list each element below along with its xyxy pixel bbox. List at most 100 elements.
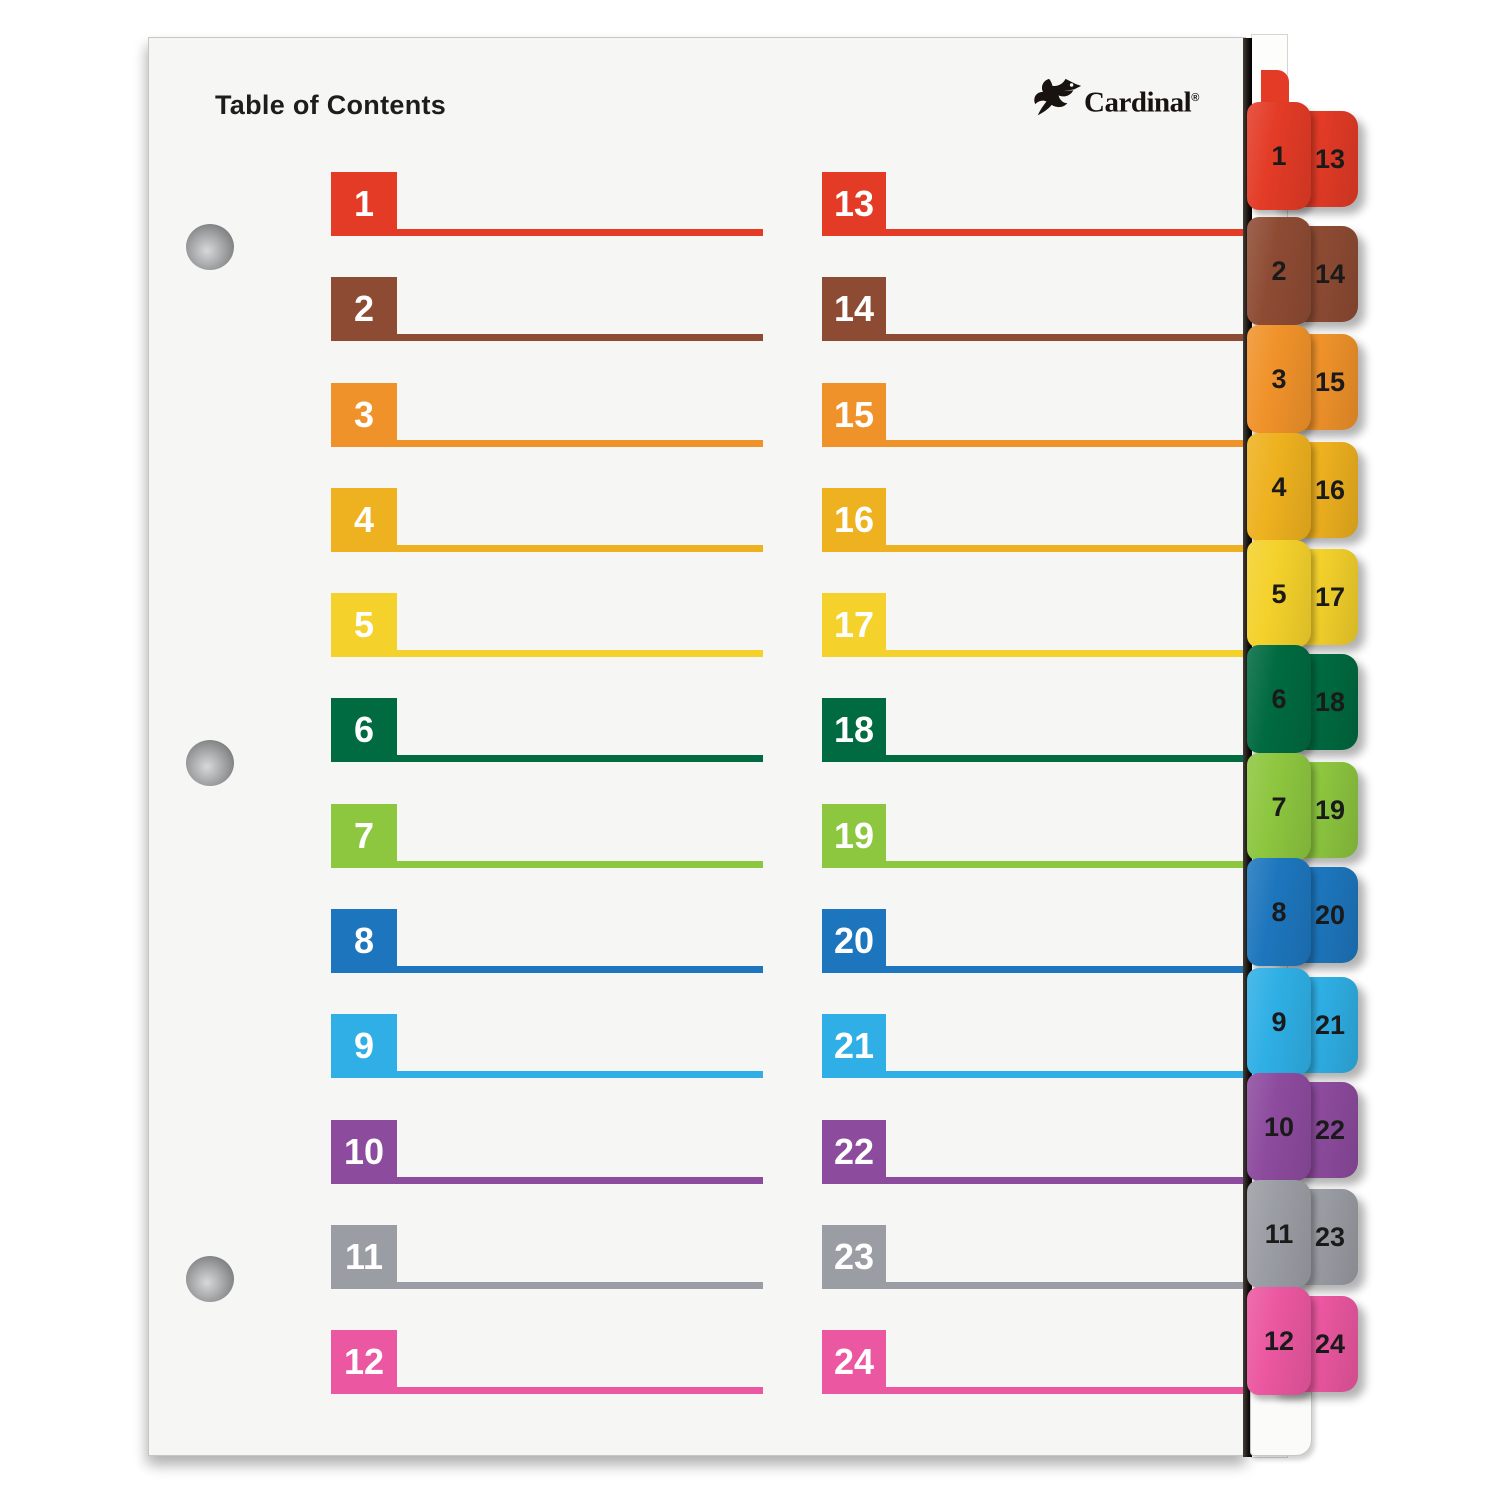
registered-mark: ®	[1191, 92, 1199, 104]
toc-entry-row: 6	[331, 698, 763, 762]
entry-rule-line	[331, 1071, 763, 1078]
entry-rule-line	[822, 1071, 1243, 1078]
entry-number-chip: 3	[331, 383, 397, 447]
entry-number-chip: 1	[331, 172, 397, 236]
tab-number-label: 22	[1314, 1114, 1345, 1145]
toc-entry-row: 8	[331, 909, 763, 973]
tab-number-label: 5	[1271, 578, 1287, 609]
entry-number-chip: 11	[331, 1225, 397, 1289]
punch-hole-bottom	[186, 1256, 234, 1302]
toc-entry-row: 9	[331, 1014, 763, 1078]
entry-number-chip: 13	[822, 172, 886, 236]
toc-entry-row: 23	[822, 1225, 1243, 1289]
toc-entry-row: 22	[822, 1120, 1243, 1184]
entry-rule-line	[822, 966, 1243, 973]
index-tab-front: 2	[1247, 217, 1311, 325]
blank-tab	[1250, 1390, 1312, 1456]
entry-rule-line	[822, 650, 1243, 657]
entry-rule-line	[822, 861, 1243, 868]
entry-rule-line	[822, 334, 1243, 341]
tab-number-label: 6	[1271, 683, 1287, 714]
toc-entry-row: 4	[331, 488, 763, 552]
toc-entry-row: 21	[822, 1014, 1243, 1078]
tab-number-label: 18	[1314, 686, 1345, 717]
index-tab-front: 5	[1247, 540, 1311, 648]
entry-rule-line	[822, 545, 1243, 552]
tab-number-label: 23	[1314, 1221, 1345, 1252]
entry-number-chip: 22	[822, 1120, 886, 1184]
index-tab-front: 7	[1247, 753, 1311, 861]
toc-entry-row: 11	[331, 1225, 763, 1289]
entry-rule-line	[331, 1282, 763, 1289]
entry-rule-line	[331, 545, 763, 552]
index-tab-front: 11	[1247, 1180, 1311, 1288]
tab-number-label: 17	[1314, 581, 1345, 612]
entry-rule-line	[331, 1177, 763, 1184]
index-tab-front: 10	[1247, 1073, 1311, 1181]
toc-entry-row: 7	[331, 804, 763, 868]
toc-entry-row: 15	[822, 383, 1243, 447]
tab-number-label: 9	[1271, 1006, 1287, 1037]
brand-name: Cardinal®	[1084, 86, 1199, 119]
page-title: Table of Contents	[215, 90, 447, 120]
entry-number-chip: 4	[331, 488, 397, 552]
tab-number-label: 15	[1314, 366, 1345, 397]
tab-number-label: 8	[1271, 896, 1287, 927]
toc-entry-row: 20	[822, 909, 1243, 973]
toc-entry-row: 13	[822, 172, 1243, 236]
index-tab-front: 6	[1247, 645, 1311, 753]
entry-number-chip: 6	[331, 698, 397, 762]
tab-number-label: 10	[1263, 1111, 1295, 1142]
tab-number-label: 14	[1314, 258, 1345, 289]
entry-rule-line	[331, 440, 763, 447]
entry-number-chip: 17	[822, 593, 886, 657]
index-tab-front: 3	[1247, 325, 1311, 433]
entry-rule-line	[822, 1387, 1243, 1394]
entry-rule-line	[822, 755, 1243, 762]
entry-rule-line	[822, 1282, 1243, 1289]
entry-number-chip: 19	[822, 804, 886, 868]
entry-number-chip: 12	[331, 1330, 397, 1394]
toc-entry-row: 5	[331, 593, 763, 657]
entry-number-chip: 23	[822, 1225, 886, 1289]
entry-number-chip: 21	[822, 1014, 886, 1078]
toc-entry-row: 14	[822, 277, 1243, 341]
spine-edge	[1243, 38, 1252, 1457]
index-tab-front: 9	[1247, 968, 1311, 1076]
cardinal-bird-icon	[1034, 78, 1082, 116]
toc-entry-row: 24	[822, 1330, 1243, 1394]
index-tab-front: 12	[1247, 1287, 1311, 1395]
toc-entry-row: 16	[822, 488, 1243, 552]
entry-rule-line	[331, 334, 763, 341]
entry-rule-line	[822, 1177, 1243, 1184]
entry-number-chip: 14	[822, 277, 886, 341]
toc-entry-row: 17	[822, 593, 1243, 657]
toc-entry-row: 18	[822, 698, 1243, 762]
toc-entry-row: 10	[331, 1120, 763, 1184]
entry-number-chip: 24	[822, 1330, 886, 1394]
entry-number-chip: 2	[331, 277, 397, 341]
entry-rule-line	[822, 440, 1243, 447]
entry-number-chip: 5	[331, 593, 397, 657]
punch-hole-top	[186, 224, 234, 270]
toc-entry-row: 12	[331, 1330, 763, 1394]
tab-number-label: 21	[1314, 1009, 1345, 1040]
tab-number-label: 19	[1314, 794, 1345, 825]
entry-rule-line	[331, 229, 763, 236]
toc-entry-row: 19	[822, 804, 1243, 868]
index-tab-front: 4	[1247, 433, 1311, 541]
entry-number-chip: 20	[822, 909, 886, 973]
tab-number-label: 24	[1314, 1328, 1345, 1359]
entry-number-chip: 18	[822, 698, 886, 762]
toc-entry-row: 2	[331, 277, 763, 341]
entry-number-chip: 7	[331, 804, 397, 868]
entry-number-chip: 8	[331, 909, 397, 973]
entry-number-chip: 10	[331, 1120, 397, 1184]
toc-entry-row: 1	[331, 172, 763, 236]
entry-rule-line	[331, 966, 763, 973]
entry-rule-line	[331, 650, 763, 657]
index-tab-front: 8	[1247, 858, 1311, 966]
tab-number-label: 11	[1264, 1218, 1294, 1249]
index-tab-front: 1	[1247, 102, 1311, 210]
